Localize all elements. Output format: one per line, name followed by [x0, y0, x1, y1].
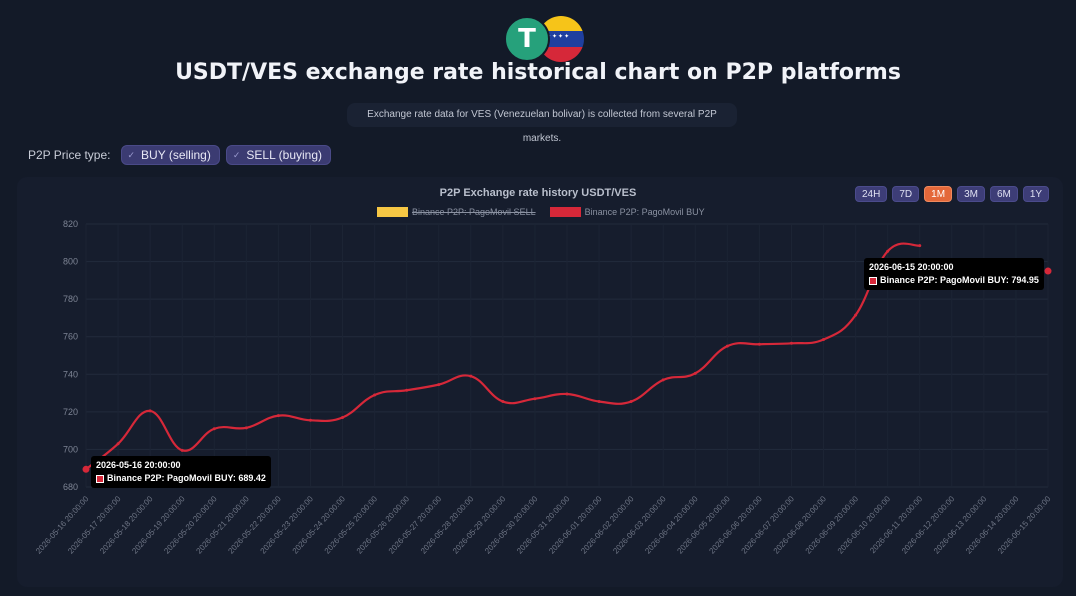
chart-legend: Binance P2P: PagoMovil SELL Binance P2P:…: [377, 207, 713, 217]
price-type-label: P2P Price type:: [28, 148, 111, 162]
y-tick-label: 820: [63, 219, 78, 229]
data-point: [565, 392, 569, 396]
data-point: [212, 427, 216, 431]
data-point: [1044, 267, 1052, 275]
data-point: [725, 344, 729, 348]
time-range-selector: 24H 7D 1M 3M 6M 1Y: [855, 186, 1050, 202]
data-point: [533, 397, 537, 401]
page-title: USDT/VES exchange rate historical chart …: [175, 60, 901, 85]
legend-swatch-buy: [549, 207, 581, 217]
range-6m-button[interactable]: 6M: [989, 186, 1018, 202]
y-tick-label: 760: [63, 332, 78, 342]
y-tick-label: 680: [63, 482, 78, 492]
data-point: [180, 448, 184, 452]
data-point: [437, 383, 441, 387]
data-point: [148, 409, 152, 413]
y-tick-label: 720: [63, 407, 78, 417]
logos: ✦✦✦✦ T: [504, 16, 584, 66]
y-tick-label: 740: [63, 369, 78, 379]
range-1y-button[interactable]: 1Y: [1022, 186, 1050, 202]
tooltip-start-title: 2026-05-16 20:00:00: [96, 460, 181, 470]
data-point: [693, 371, 697, 375]
range-3m-button[interactable]: 3M: [957, 186, 985, 202]
data-point: [469, 374, 473, 378]
data-point: [116, 442, 120, 446]
tooltip-start-text: Binance P2P: PagoMovil BUY: 689.42: [107, 473, 266, 483]
data-point: [822, 338, 826, 342]
tooltip-end-title: 2026-06-15 20:00:00: [869, 262, 954, 272]
data-point: [373, 393, 377, 397]
y-tick-label: 700: [63, 444, 78, 454]
tooltip-start: 2026-05-16 20:00:00 Binance P2P: PagoMov…: [91, 456, 271, 488]
chart-card: [17, 177, 1063, 587]
tooltip-swatch: [869, 276, 877, 285]
y-tick-label: 800: [63, 257, 78, 267]
data-point: [597, 400, 601, 404]
check-icon: ✓: [127, 149, 136, 160]
data-point: [341, 415, 345, 419]
x-tick-label: 2026-05-16 20:00:00: [34, 494, 91, 556]
tooltip-swatch: [96, 474, 104, 483]
data-point: [757, 342, 761, 346]
legend-label-buy: Binance P2P: PagoMovil BUY: [584, 207, 705, 217]
data-point: [405, 388, 409, 392]
tooltip-end-text: Binance P2P: PagoMovil BUY: 794.95: [880, 275, 1039, 285]
data-point: [276, 414, 280, 418]
data-point: [629, 400, 633, 404]
data-point: [886, 249, 890, 253]
sell-buying-label: SELL (buying): [246, 148, 323, 162]
range-7d-button[interactable]: 7D: [892, 186, 920, 202]
buy-selling-toggle[interactable]: ✓ BUY (selling): [120, 145, 220, 165]
price-type-filter: P2P Price type: ✓ BUY (selling) ✓ SELL (…: [28, 144, 332, 166]
legend-swatch-sell: [377, 207, 408, 217]
buy-selling-label: BUY (selling): [141, 148, 211, 162]
check-icon: ✓: [232, 149, 241, 160]
data-point: [501, 400, 505, 404]
legend-item-sell[interactable]: Binance P2P: PagoMovil SELL: [377, 207, 536, 217]
data-point: [918, 244, 922, 248]
data-point: [82, 465, 90, 473]
range-24h-button[interactable]: 24H: [855, 186, 888, 202]
data-point: [308, 418, 312, 422]
data-point: [661, 378, 665, 382]
legend-item-buy[interactable]: Binance P2P: PagoMovil BUY: [549, 207, 705, 217]
sell-buying-toggle[interactable]: ✓ SELL (buying): [225, 145, 332, 165]
data-point: [244, 426, 248, 430]
chart-title: P2P Exchange rate history USDT/VES: [439, 187, 637, 199]
tooltip-end: 2026-06-15 20:00:00 Binance P2P: PagoMov…: [864, 258, 1044, 290]
data-point: [854, 313, 858, 317]
page-subtitle: Exchange rate data for VES (Venezuelan b…: [347, 103, 737, 144]
data-point: [789, 341, 793, 345]
range-1m-button[interactable]: 1M: [924, 186, 953, 202]
y-tick-label: 780: [63, 294, 78, 304]
tether-usdt-icon: T: [504, 16, 550, 62]
legend-label-sell: Binance P2P: PagoMovil SELL: [412, 207, 536, 217]
